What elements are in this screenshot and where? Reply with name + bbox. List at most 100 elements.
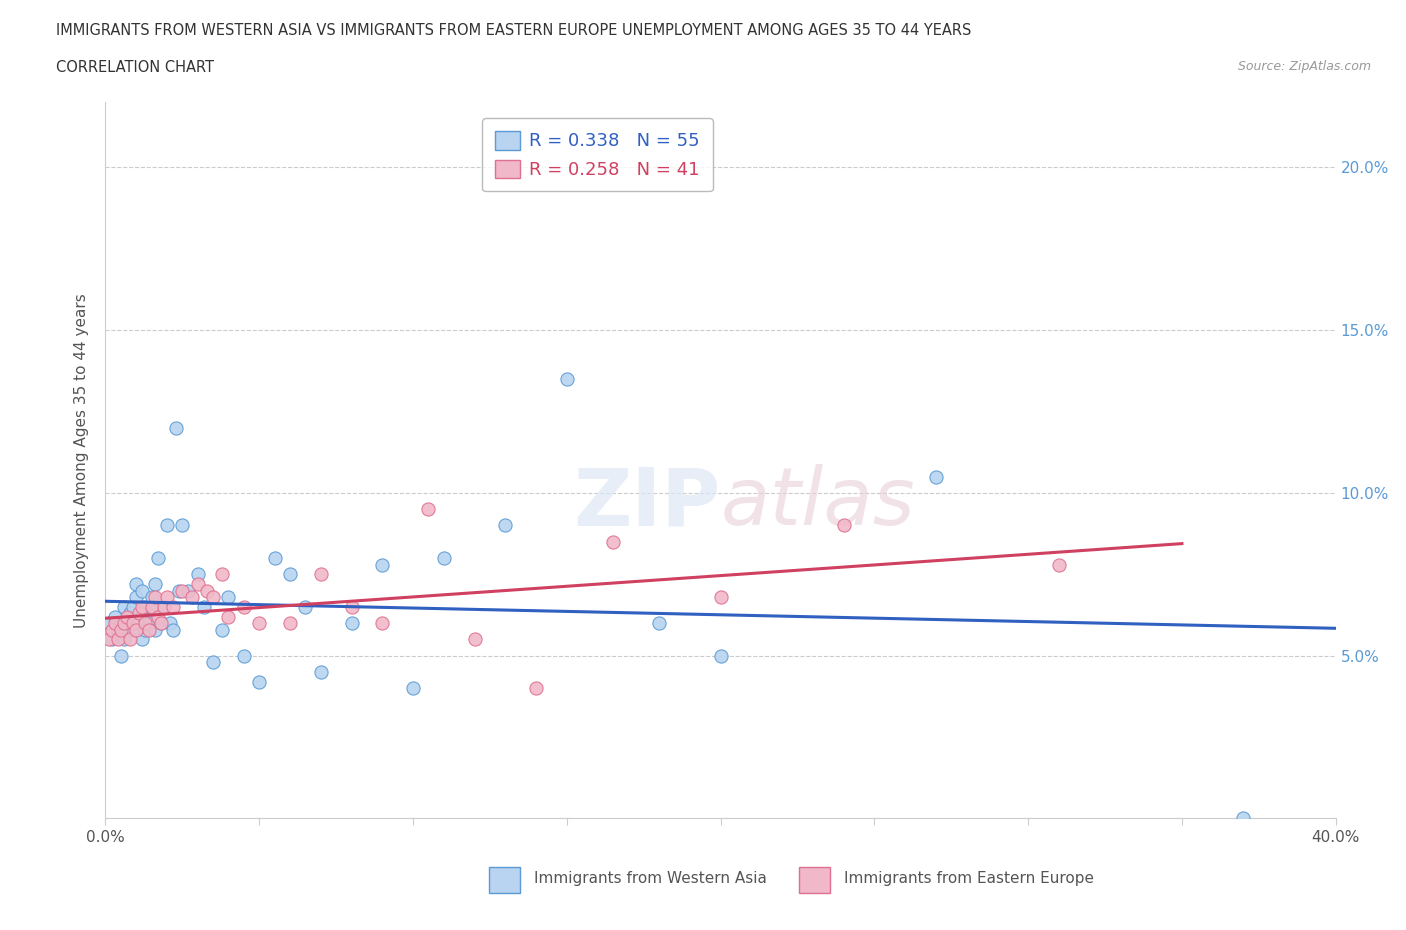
Point — [648, 616, 671, 631]
Point — [602, 534, 624, 549]
Point — [1232, 811, 1254, 826]
Point — [177, 583, 200, 598]
Point — [143, 577, 166, 591]
Point — [555, 371, 578, 387]
Point — [202, 590, 225, 604]
Text: Immigrants from Western Asia: Immigrants from Western Asia — [534, 871, 768, 886]
Point — [153, 600, 176, 615]
Point — [211, 622, 233, 637]
Point — [433, 551, 456, 565]
Point — [128, 606, 150, 621]
Point — [104, 609, 127, 624]
Point — [165, 420, 187, 435]
Point — [162, 622, 184, 637]
Point — [104, 616, 127, 631]
Point — [187, 567, 209, 582]
Point — [402, 681, 425, 696]
Point — [263, 551, 285, 565]
Point — [112, 616, 135, 631]
Point — [211, 567, 233, 582]
Point — [180, 590, 202, 604]
Point — [143, 590, 166, 604]
Point — [371, 616, 394, 631]
Point — [524, 681, 547, 696]
Point — [278, 616, 301, 631]
Point — [247, 674, 270, 689]
Point — [143, 622, 166, 637]
Point — [832, 518, 855, 533]
Point — [138, 616, 160, 631]
Point — [115, 609, 138, 624]
Point — [247, 616, 270, 631]
Point — [1047, 557, 1070, 572]
Point — [710, 648, 733, 663]
Point — [340, 600, 363, 615]
Point — [120, 606, 141, 621]
Point — [110, 648, 132, 663]
Point — [131, 600, 153, 615]
Point — [149, 616, 172, 631]
Point — [162, 600, 184, 615]
Point — [418, 502, 440, 517]
Point — [100, 622, 122, 637]
Point — [110, 622, 132, 637]
Point — [141, 600, 163, 615]
Point — [122, 616, 145, 631]
Point — [112, 600, 135, 615]
Point — [141, 600, 163, 615]
Text: Source: ZipAtlas.com: Source: ZipAtlas.com — [1237, 60, 1371, 73]
Point — [120, 632, 141, 647]
Point — [464, 632, 486, 647]
Point — [309, 664, 332, 679]
Text: ZIP: ZIP — [574, 464, 721, 542]
Point — [134, 616, 156, 631]
Point — [110, 616, 132, 631]
Y-axis label: Unemployment Among Ages 35 to 44 years: Unemployment Among Ages 35 to 44 years — [75, 293, 90, 628]
Point — [169, 583, 191, 598]
Point — [172, 583, 194, 598]
Point — [195, 583, 218, 598]
Point — [125, 622, 148, 637]
Point — [232, 600, 254, 615]
Point — [710, 590, 733, 604]
Legend: R = 0.338   N = 55, R = 0.258   N = 41: R = 0.338 N = 55, R = 0.258 N = 41 — [482, 118, 713, 192]
Point — [172, 518, 194, 533]
Point — [156, 518, 179, 533]
Point — [97, 616, 120, 631]
Point — [138, 622, 160, 637]
Point — [125, 590, 148, 604]
Text: atlas: atlas — [721, 464, 915, 542]
Point — [340, 616, 363, 631]
Point — [107, 632, 129, 647]
Point — [134, 622, 156, 637]
Point — [218, 609, 240, 624]
Text: Immigrants from Eastern Europe: Immigrants from Eastern Europe — [844, 871, 1094, 886]
Point — [146, 609, 169, 624]
Point — [97, 632, 120, 647]
Point — [309, 567, 332, 582]
Point — [131, 583, 153, 598]
Point — [494, 518, 516, 533]
Point — [131, 632, 153, 647]
Point — [149, 616, 172, 631]
Point — [146, 551, 169, 565]
Point — [278, 567, 301, 582]
Point — [187, 577, 209, 591]
Point — [122, 622, 145, 637]
Point — [294, 600, 316, 615]
Point — [141, 590, 163, 604]
Point — [153, 600, 176, 615]
Point — [134, 600, 156, 615]
Point — [218, 590, 240, 604]
Point — [159, 616, 181, 631]
Point — [232, 648, 254, 663]
Point — [128, 616, 150, 631]
Point — [925, 469, 948, 484]
Point — [156, 590, 179, 604]
Point — [112, 632, 135, 647]
Point — [115, 616, 138, 631]
Text: CORRELATION CHART: CORRELATION CHART — [56, 60, 214, 75]
Point — [202, 655, 225, 670]
Point — [122, 600, 145, 615]
Point — [107, 622, 129, 637]
